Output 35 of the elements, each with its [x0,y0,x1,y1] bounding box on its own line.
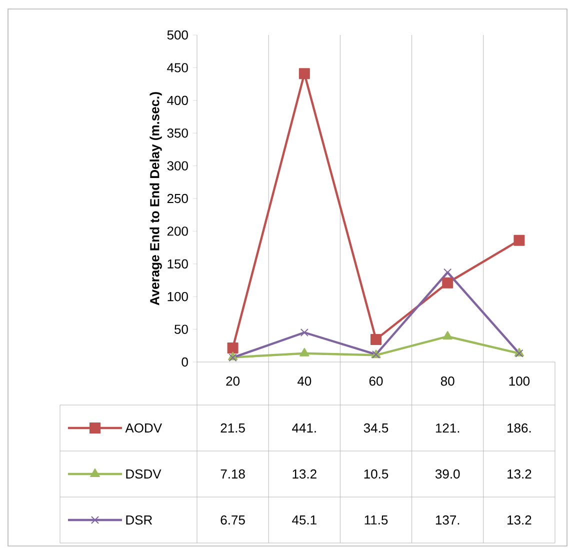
y-tick-label: 350 [167,128,188,138]
x-tick-label: 60 [369,376,383,386]
data-label: 13.2 [292,469,316,479]
data-label: 21.5 [220,423,245,433]
data-label: 137. [436,515,460,525]
data-label: 7.18 [220,469,245,479]
legend-label: AODV [125,423,162,433]
data-label: 10.5 [364,469,388,479]
y-tick-label: 300 [167,161,188,170]
x-tick-label: 80 [440,376,454,386]
y-tick-label: 0 [182,357,188,367]
x-tick-label: 40 [297,376,312,386]
y-tick-label: 500 [167,30,188,40]
data-label: 45.1 [292,515,316,525]
data-label: 6.75 [220,515,245,525]
data-label: 13.2 [508,515,532,525]
data-label: 121. [436,423,460,433]
legend-label: DSR [126,515,152,525]
y-tick-label: 250 [167,194,188,204]
y-tick-label: 150 [168,259,188,269]
y-tick-label: 50 [174,324,188,334]
data-label: 13.2 [508,469,532,479]
data-label: 39.0 [435,469,460,479]
y-tick-label: 450 [167,63,188,72]
x-tick-label: 100 [509,376,530,386]
y-tick-label: 400 [167,96,188,106]
data-label: 186. [508,423,531,433]
legend-label: DSDV [126,469,162,479]
data-label: 441. [292,424,316,432]
y-axis-title: Average End to End Delay (m.sec.) [150,92,162,306]
y-tick-label: 200 [167,226,188,236]
data-label: 34.5 [364,423,388,433]
x-tick-label: 20 [226,376,240,386]
y-tick-label: 100 [168,292,188,302]
data-label: 11.5 [364,515,388,525]
